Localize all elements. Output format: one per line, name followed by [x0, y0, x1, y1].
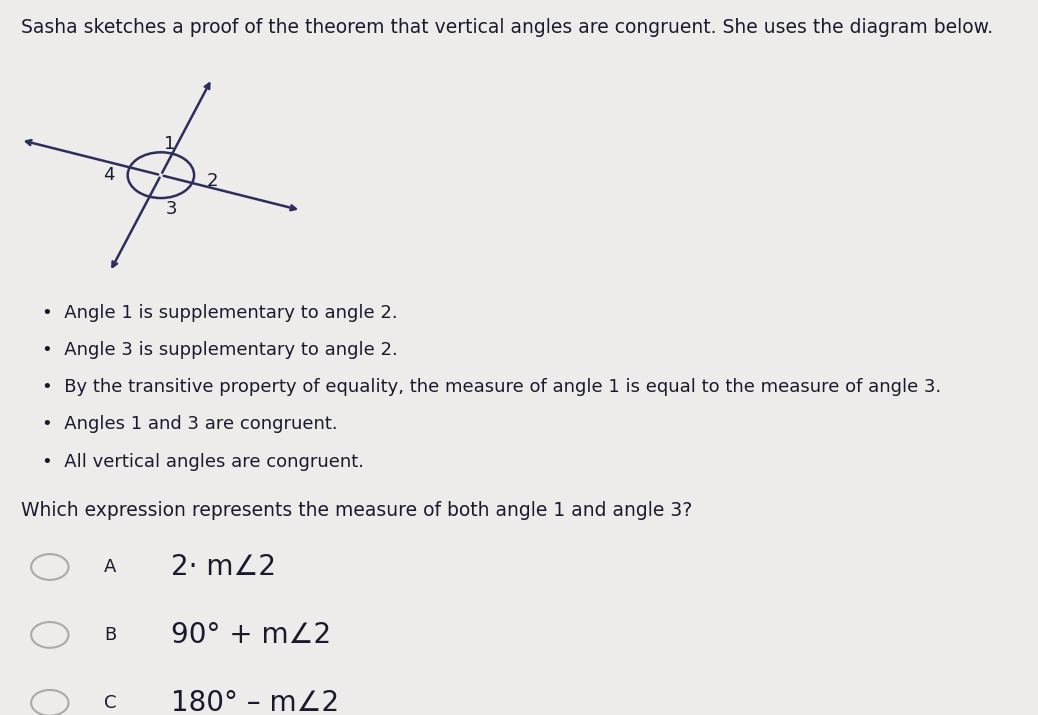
Text: •  Angle 1 is supplementary to angle 2.: • Angle 1 is supplementary to angle 2. — [42, 304, 398, 322]
Text: •  By the transitive property of equality, the measure of angle 1 is equal to th: • By the transitive property of equality… — [42, 378, 940, 396]
Text: Which expression represents the measure of both angle 1 and angle 3?: Which expression represents the measure … — [21, 500, 692, 520]
Text: 2: 2 — [207, 172, 219, 190]
Text: 4: 4 — [103, 166, 115, 184]
Text: 2· m∠2: 2· m∠2 — [171, 553, 276, 581]
Text: 90° + m∠2: 90° + m∠2 — [171, 621, 331, 649]
Text: •  All vertical angles are congruent.: • All vertical angles are congruent. — [42, 453, 363, 470]
Text: •  Angle 3 is supplementary to angle 2.: • Angle 3 is supplementary to angle 2. — [42, 341, 398, 359]
Text: C: C — [104, 694, 116, 712]
Text: •  Angles 1 and 3 are congruent.: • Angles 1 and 3 are congruent. — [42, 415, 337, 433]
Text: B: B — [104, 626, 116, 644]
Text: 180° – m∠2: 180° – m∠2 — [171, 689, 339, 715]
Text: A: A — [104, 558, 116, 576]
Text: Sasha sketches a proof of the theorem that vertical angles are congruent. She us: Sasha sketches a proof of the theorem th… — [21, 18, 993, 37]
Text: 3: 3 — [165, 199, 177, 218]
Text: 1: 1 — [164, 134, 174, 153]
